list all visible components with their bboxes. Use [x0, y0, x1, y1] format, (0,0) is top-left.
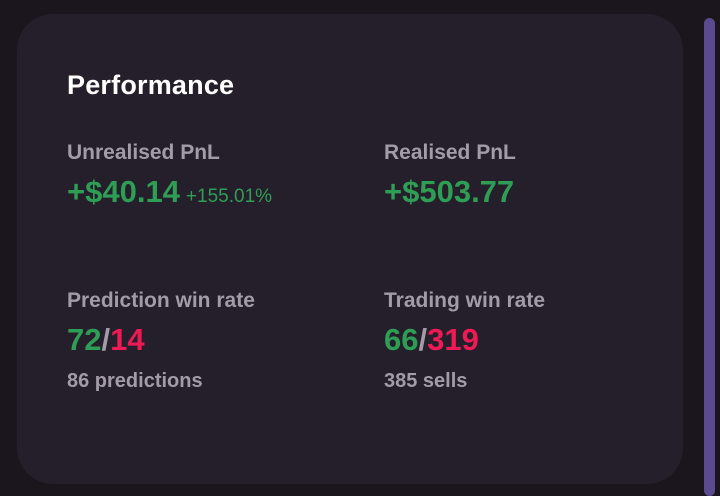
card-title: Performance	[67, 70, 235, 100]
prediction-win-rate-label: Prediction win rate	[67, 289, 255, 312]
unrealised-pnl-label: Unrealised PnL	[67, 141, 220, 164]
trading-losses: 319	[427, 322, 479, 357]
prediction-win-rate-value: 72/14	[67, 322, 255, 358]
prediction-losses: 14	[110, 322, 145, 357]
realised-pnl-stat: Realised PnL +$503.77	[384, 141, 516, 210]
realised-pnl-value: +$503.77	[384, 174, 515, 209]
prediction-win-rate-stat: Prediction win rate 72/14 86 predictions	[67, 289, 255, 393]
trading-win-rate-value: 66/319	[384, 322, 545, 358]
prediction-separator: /	[101, 322, 111, 357]
performance-card: Performance Unrealised PnL +$40.14 +155.0…	[17, 14, 683, 484]
trading-wins: 66	[384, 322, 419, 357]
trading-separator: /	[418, 322, 428, 357]
prediction-wins: 72	[67, 322, 102, 357]
trading-win-rate-label: Trading win rate	[384, 289, 546, 312]
unrealised-pnl-value-row: +$40.14 +155.01%	[67, 174, 272, 215]
unrealised-pnl-percent: +155.01%	[185, 186, 273, 207]
realised-pnl-label: Realised PnL	[384, 141, 516, 164]
realised-pnl-value-row: +$503.77	[384, 174, 516, 210]
unrealised-pnl-value: +$40.14	[67, 174, 180, 209]
vertical-scrollbar[interactable]	[704, 18, 715, 496]
prediction-count: 86 predictions	[67, 370, 203, 392]
trading-win-rate-stat: Trading win rate 66/319 385 sells	[384, 289, 545, 393]
sells-count: 385 sells	[384, 370, 468, 392]
unrealised-pnl-stat: Unrealised PnL +$40.14 +155.01%	[67, 141, 272, 215]
